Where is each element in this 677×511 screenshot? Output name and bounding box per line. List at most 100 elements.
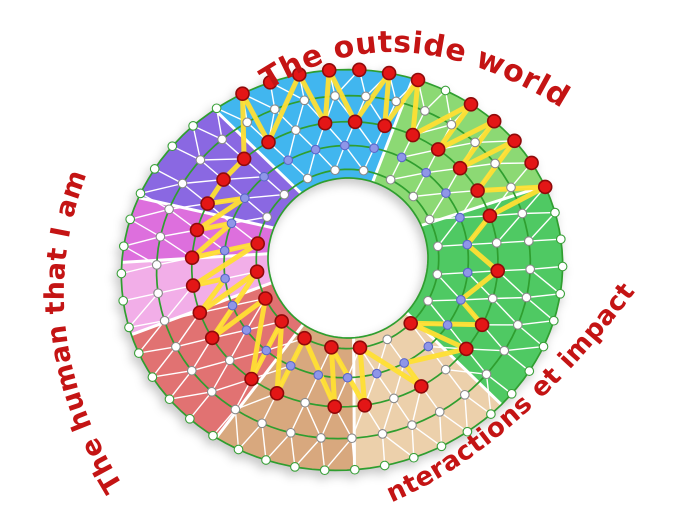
- node[interactable]: [490, 158, 500, 169]
- node[interactable]: [195, 155, 206, 165]
- node[interactable]: [310, 144, 321, 155]
- red-node[interactable]: [352, 340, 368, 356]
- red-node[interactable]: [317, 115, 333, 131]
- node[interactable]: [396, 152, 407, 163]
- node[interactable]: [408, 191, 419, 202]
- node[interactable]: [302, 173, 313, 184]
- node[interactable]: [347, 433, 357, 444]
- node[interactable]: [491, 238, 502, 248]
- red-node[interactable]: [381, 65, 397, 81]
- node[interactable]: [118, 241, 129, 252]
- node[interactable]: [299, 95, 310, 106]
- node[interactable]: [506, 388, 517, 399]
- red-node[interactable]: [261, 134, 276, 150]
- red-node[interactable]: [274, 314, 290, 329]
- node[interactable]: [261, 345, 272, 356]
- node[interactable]: [506, 182, 516, 193]
- node[interactable]: [125, 214, 136, 225]
- node[interactable]: [555, 234, 566, 245]
- node[interactable]: [342, 372, 353, 383]
- node[interactable]: [116, 268, 127, 279]
- node[interactable]: [330, 165, 340, 176]
- sector-light-pink[interactable]: [121, 253, 272, 335]
- node[interactable]: [525, 264, 536, 275]
- red-node[interactable]: [474, 317, 490, 333]
- node[interactable]: [262, 212, 272, 222]
- node[interactable]: [164, 394, 175, 405]
- node[interactable]: [313, 370, 324, 380]
- red-node[interactable]: [291, 67, 307, 82]
- node[interactable]: [226, 218, 237, 229]
- node[interactable]: [241, 325, 252, 335]
- node[interactable]: [420, 106, 430, 116]
- node[interactable]: [423, 295, 433, 306]
- node[interactable]: [432, 269, 443, 280]
- node[interactable]: [151, 260, 162, 270]
- red-node[interactable]: [297, 330, 312, 346]
- node[interactable]: [538, 341, 549, 352]
- node[interactable]: [261, 455, 271, 465]
- red-node[interactable]: [377, 118, 393, 134]
- node[interactable]: [433, 241, 443, 252]
- red-node[interactable]: [351, 62, 367, 78]
- node[interactable]: [423, 341, 434, 352]
- node[interactable]: [167, 141, 178, 152]
- node[interactable]: [462, 267, 473, 278]
- node[interactable]: [233, 444, 244, 455]
- red-node[interactable]: [470, 183, 485, 198]
- node[interactable]: [455, 212, 465, 223]
- node[interactable]: [227, 300, 238, 311]
- node[interactable]: [434, 407, 445, 417]
- node[interactable]: [523, 236, 534, 246]
- node[interactable]: [239, 193, 250, 204]
- red-node[interactable]: [486, 113, 502, 129]
- node[interactable]: [512, 320, 523, 330]
- red-node[interactable]: [269, 385, 285, 401]
- red-node[interactable]: [200, 196, 215, 211]
- red-node[interactable]: [430, 142, 446, 157]
- node[interactable]: [369, 143, 379, 154]
- red-node[interactable]: [403, 315, 419, 331]
- node[interactable]: [424, 214, 435, 225]
- node[interactable]: [147, 372, 158, 382]
- red-node[interactable]: [184, 250, 200, 266]
- node[interactable]: [436, 441, 447, 452]
- node[interactable]: [269, 104, 280, 115]
- node[interactable]: [219, 245, 230, 256]
- node[interactable]: [524, 366, 535, 376]
- node[interactable]: [360, 91, 371, 102]
- node[interactable]: [358, 165, 369, 176]
- node[interactable]: [521, 292, 532, 303]
- red-node[interactable]: [244, 371, 259, 387]
- node[interactable]: [124, 322, 134, 333]
- node[interactable]: [208, 430, 218, 441]
- node[interactable]: [408, 452, 419, 463]
- red-node[interactable]: [236, 151, 252, 167]
- node[interactable]: [456, 295, 466, 305]
- node[interactable]: [259, 171, 269, 182]
- node[interactable]: [382, 334, 393, 345]
- node[interactable]: [319, 465, 330, 476]
- node[interactable]: [385, 174, 396, 185]
- node[interactable]: [153, 288, 163, 299]
- node[interactable]: [118, 295, 129, 306]
- node[interactable]: [206, 386, 217, 397]
- node[interactable]: [377, 429, 388, 439]
- node[interactable]: [186, 365, 197, 376]
- node[interactable]: [379, 460, 390, 471]
- red-node[interactable]: [235, 86, 250, 101]
- node[interactable]: [499, 345, 510, 356]
- node[interactable]: [440, 364, 451, 375]
- red-node[interactable]: [452, 160, 468, 176]
- red-node[interactable]: [413, 379, 429, 394]
- node[interactable]: [164, 204, 174, 215]
- node[interactable]: [159, 315, 170, 326]
- node[interactable]: [155, 231, 166, 242]
- node[interactable]: [550, 207, 560, 218]
- red-node[interactable]: [405, 127, 421, 143]
- node[interactable]: [184, 413, 195, 424]
- node[interactable]: [220, 273, 230, 284]
- node[interactable]: [279, 189, 290, 200]
- node[interactable]: [316, 433, 326, 443]
- node[interactable]: [470, 137, 480, 148]
